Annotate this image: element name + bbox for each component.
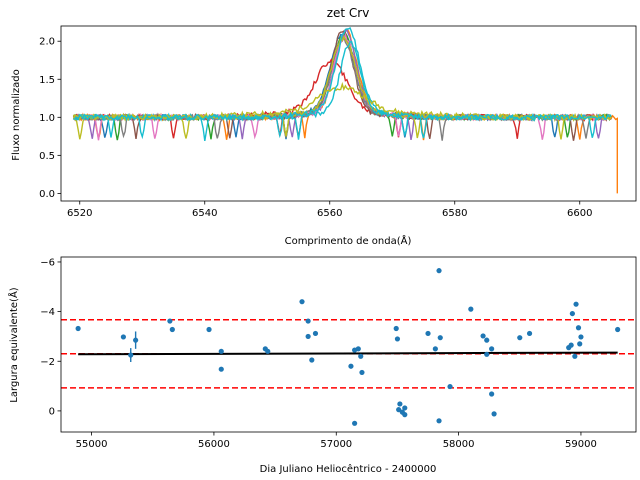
equivalent-width-axes-frame [60,256,637,433]
spectrum-y-tick-label: 0.0 [39,189,55,200]
data-point [120,334,126,340]
data-point [578,334,584,340]
equivalent-width-x-tick-label: 59000 [565,439,597,450]
data-point [402,405,408,411]
data-point [568,342,574,348]
spectrum-y-tick-label: 1.5 [39,75,55,86]
spectrum-axes-frame [60,25,637,202]
data-point [436,418,442,424]
data-point [305,318,311,324]
spectrum-y-axis-label: Fluxo normalizado [11,69,22,160]
data-point [615,326,621,333]
data-point [480,333,486,339]
data-point [75,325,81,332]
data-point [484,337,490,343]
data-point [484,351,490,357]
data-point [402,412,408,418]
spectrum-x-tick-label: 6520 [67,208,92,219]
data-point [489,346,495,352]
spectrum-x-tick-label: 6560 [317,208,342,219]
equivalent-width-y-axis-label: Largura equivalente(Å) [7,287,20,402]
data-point [394,336,401,342]
data-point [489,391,495,397]
data-point [133,337,139,343]
data-point [468,306,474,312]
spectrum-series-line [73,40,612,140]
fit-line [78,351,618,356]
data-point [425,330,431,337]
data-point [517,335,523,341]
spectrum-x-tick-label: 6600 [567,208,592,219]
spectrum-x-tick-label: 6580 [442,208,467,219]
data-point [206,326,212,333]
spectrum-x-axis-label: Comprimento de onda(Å) [285,234,412,247]
equivalent-width-chart: 55000 56000 57000 58000 59000 −6 −4 −2 0 Dia Jul… [7,256,637,475]
data-point [169,326,175,333]
spectrum-y-tick-label: 0.5 [39,151,55,162]
data-point [218,348,224,354]
spectrum-series-line [72,81,612,123]
data-point [352,420,358,426]
spectrum-chart: zet Crv 6520 6540 6560 6580 6600 0.0 0.5 1.0 1.5… [11,6,637,247]
data-point [432,346,438,352]
data-point [436,268,442,274]
equivalent-width-y-tick-label: 0 [49,406,55,417]
data-point [437,335,443,341]
data-point [128,352,134,358]
data-point [355,346,361,352]
data-point [393,325,399,332]
spectrum-y-tick-label: 2.0 [39,37,55,48]
equivalent-width-x-tick-label: 57000 [320,439,352,450]
data-point [577,341,583,347]
data-point [575,325,582,331]
data-point [348,363,354,369]
spectrum-axes: 6520 6540 6560 6580 6600 0.0 0.5 1.0 1.5 2.0 [39,25,637,219]
equivalent-width-x-tick-label: 55000 [76,439,108,450]
data-point [218,366,224,372]
spectrum-x-tick-label: 6540 [192,208,217,219]
equivalent-width-x-tick-label: 58000 [443,439,475,450]
equivalent-width-axes: 55000 56000 57000 58000 59000 −6 −4 −2 0 [40,256,637,450]
data-point [396,407,402,413]
data-point [167,318,173,324]
equivalent-width-y-tick-label: −2 [40,357,55,368]
data-point [359,369,365,376]
equivalent-width-y-tick-label: −4 [40,307,55,318]
data-point [299,299,305,305]
equivalent-width-x-tick-label: 56000 [198,439,230,450]
data-point [526,330,533,337]
data-point [397,401,403,407]
spectrum-chart-title: zet Crv [327,6,370,20]
equivalent-width-plot-area [61,268,636,426]
data-point [265,348,271,354]
spectrum-plot-area [72,26,618,194]
equivalent-width-y-tick-label: −6 [40,257,55,268]
data-point [447,383,453,390]
data-point [305,333,311,340]
data-point [491,411,497,417]
data-point [309,357,315,363]
equivalent-width-x-axis-label: Dia Juliano Heliocêntrico - 2400000 [260,463,437,475]
spectrum-y-tick-label: 1.0 [39,113,55,124]
data-point [573,301,579,307]
data-point [569,310,575,317]
data-point [572,353,578,359]
data-point [312,330,319,337]
data-point [358,353,364,359]
